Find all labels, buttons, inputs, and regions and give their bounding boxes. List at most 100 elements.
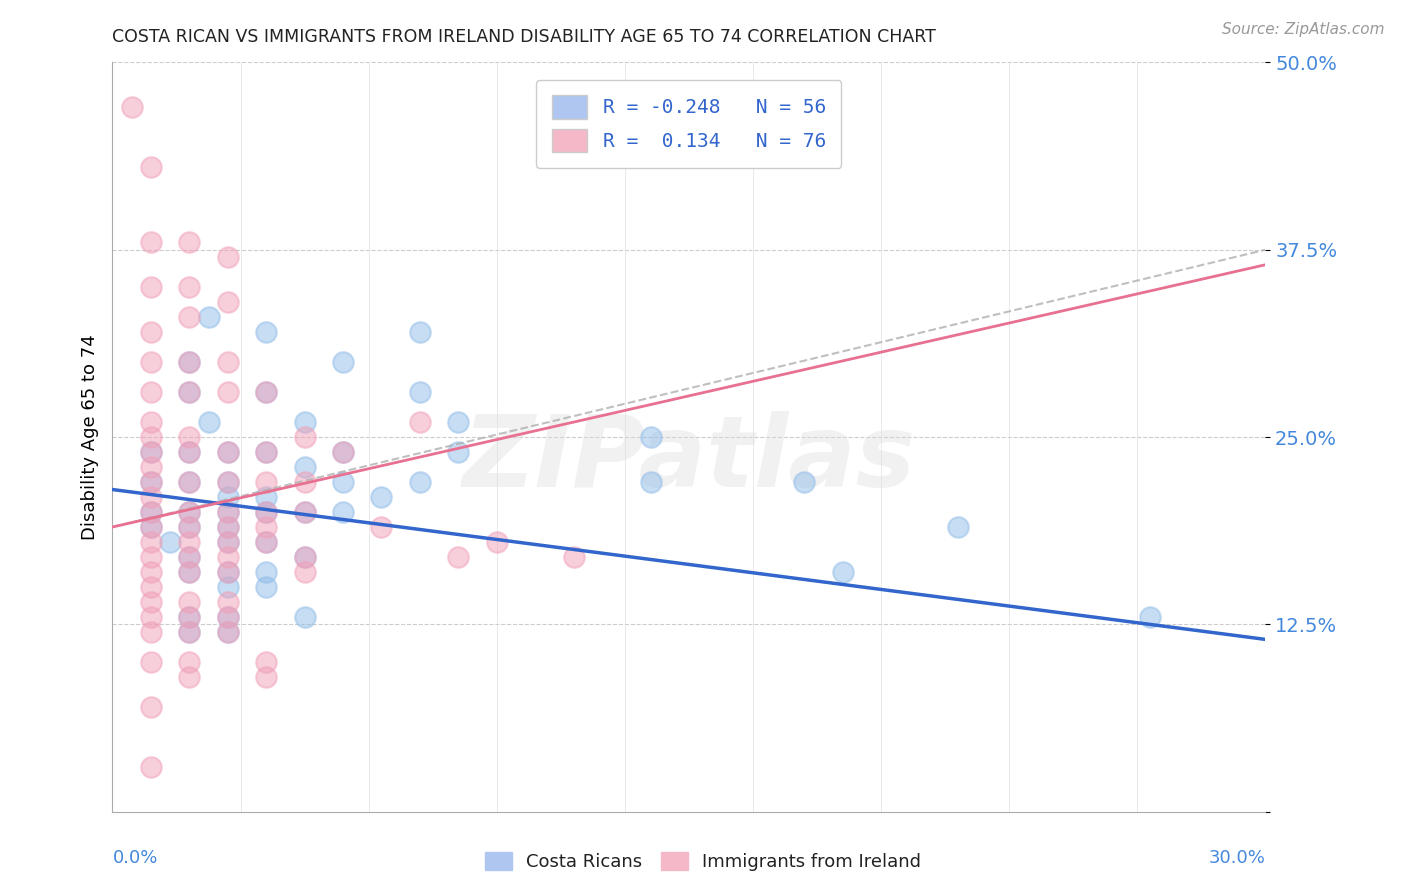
Point	[179, 505, 201, 519]
Y-axis label: Disability Age 65 to 74: Disability Age 65 to 74	[80, 334, 98, 540]
Point	[139, 624, 162, 639]
Point	[294, 565, 316, 579]
Point	[179, 280, 201, 294]
Point	[217, 445, 239, 459]
Point	[254, 385, 277, 400]
Point	[254, 580, 277, 594]
Point	[139, 580, 162, 594]
Point	[179, 475, 201, 489]
Point	[640, 475, 662, 489]
Text: 0.0%: 0.0%	[112, 849, 157, 867]
Point	[139, 475, 162, 489]
Point	[217, 250, 239, 264]
Point	[294, 505, 316, 519]
Point	[217, 580, 239, 594]
Point	[139, 445, 162, 459]
Point	[179, 549, 201, 564]
Point	[179, 445, 201, 459]
Point	[485, 535, 508, 549]
Point	[946, 520, 969, 534]
Point	[562, 549, 585, 564]
Point	[179, 310, 201, 325]
Point	[254, 445, 277, 459]
Point	[139, 490, 162, 504]
Point	[1139, 610, 1161, 624]
Point	[179, 624, 201, 639]
Point	[254, 655, 277, 669]
Point	[217, 475, 239, 489]
Point	[139, 520, 162, 534]
Point	[409, 325, 432, 339]
Point	[254, 445, 277, 459]
Point	[254, 670, 277, 684]
Point	[139, 655, 162, 669]
Point	[179, 385, 201, 400]
Point	[217, 535, 239, 549]
Point	[254, 565, 277, 579]
Point	[217, 549, 239, 564]
Point	[139, 280, 162, 294]
Point	[139, 505, 162, 519]
Point	[139, 235, 162, 250]
Point	[197, 310, 219, 325]
Point	[139, 385, 162, 400]
Point	[179, 520, 201, 534]
Point	[217, 385, 239, 400]
Point	[179, 535, 201, 549]
Point	[294, 475, 316, 489]
Point	[217, 445, 239, 459]
Point	[139, 760, 162, 774]
Point	[139, 445, 162, 459]
Point	[139, 161, 162, 175]
Point	[139, 595, 162, 609]
Point	[179, 520, 201, 534]
Point	[254, 505, 277, 519]
Point	[294, 415, 316, 429]
Point	[332, 505, 354, 519]
Point	[179, 445, 201, 459]
Point	[332, 475, 354, 489]
Point	[139, 505, 162, 519]
Point	[139, 460, 162, 475]
Point	[179, 549, 201, 564]
Point	[139, 699, 162, 714]
Point	[139, 535, 162, 549]
Point	[217, 595, 239, 609]
Point	[447, 549, 470, 564]
Point	[294, 505, 316, 519]
Point	[294, 549, 316, 564]
Point	[139, 549, 162, 564]
Point	[640, 430, 662, 444]
Point	[179, 235, 201, 250]
Point	[139, 475, 162, 489]
Text: Source: ZipAtlas.com: Source: ZipAtlas.com	[1222, 22, 1385, 37]
Point	[139, 610, 162, 624]
Point	[217, 520, 239, 534]
Point	[179, 670, 201, 684]
Point	[179, 475, 201, 489]
Point	[254, 505, 277, 519]
Point	[139, 355, 162, 369]
Point	[409, 475, 432, 489]
Point	[139, 520, 162, 534]
Point	[217, 624, 239, 639]
Point	[179, 610, 201, 624]
Point	[217, 624, 239, 639]
Point	[179, 355, 201, 369]
Point	[409, 415, 432, 429]
Point	[254, 385, 277, 400]
Legend: Costa Ricans, Immigrants from Ireland: Costa Ricans, Immigrants from Ireland	[478, 845, 928, 879]
Point	[217, 490, 239, 504]
Point	[217, 520, 239, 534]
Point	[217, 355, 239, 369]
Point	[217, 610, 239, 624]
Point	[179, 385, 201, 400]
Point	[294, 430, 316, 444]
Point	[179, 430, 201, 444]
Point	[370, 490, 392, 504]
Point	[254, 475, 277, 489]
Point	[217, 505, 239, 519]
Point	[294, 549, 316, 564]
Point	[254, 325, 277, 339]
Text: COSTA RICAN VS IMMIGRANTS FROM IRELAND DISABILITY AGE 65 TO 74 CORRELATION CHART: COSTA RICAN VS IMMIGRANTS FROM IRELAND D…	[112, 28, 936, 45]
